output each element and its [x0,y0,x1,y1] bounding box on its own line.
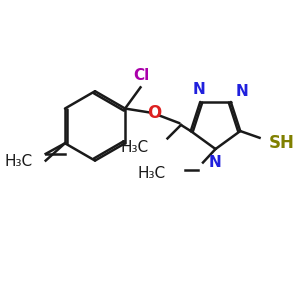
Text: N: N [236,84,248,99]
Text: O: O [147,104,161,122]
Text: N: N [193,82,206,97]
Text: Cl: Cl [133,68,150,82]
Text: H₃C: H₃C [137,166,165,181]
Text: H₃C: H₃C [120,140,148,154]
Text: SH: SH [269,134,295,152]
Text: N: N [208,155,221,170]
Text: H₃C: H₃C [4,154,32,169]
